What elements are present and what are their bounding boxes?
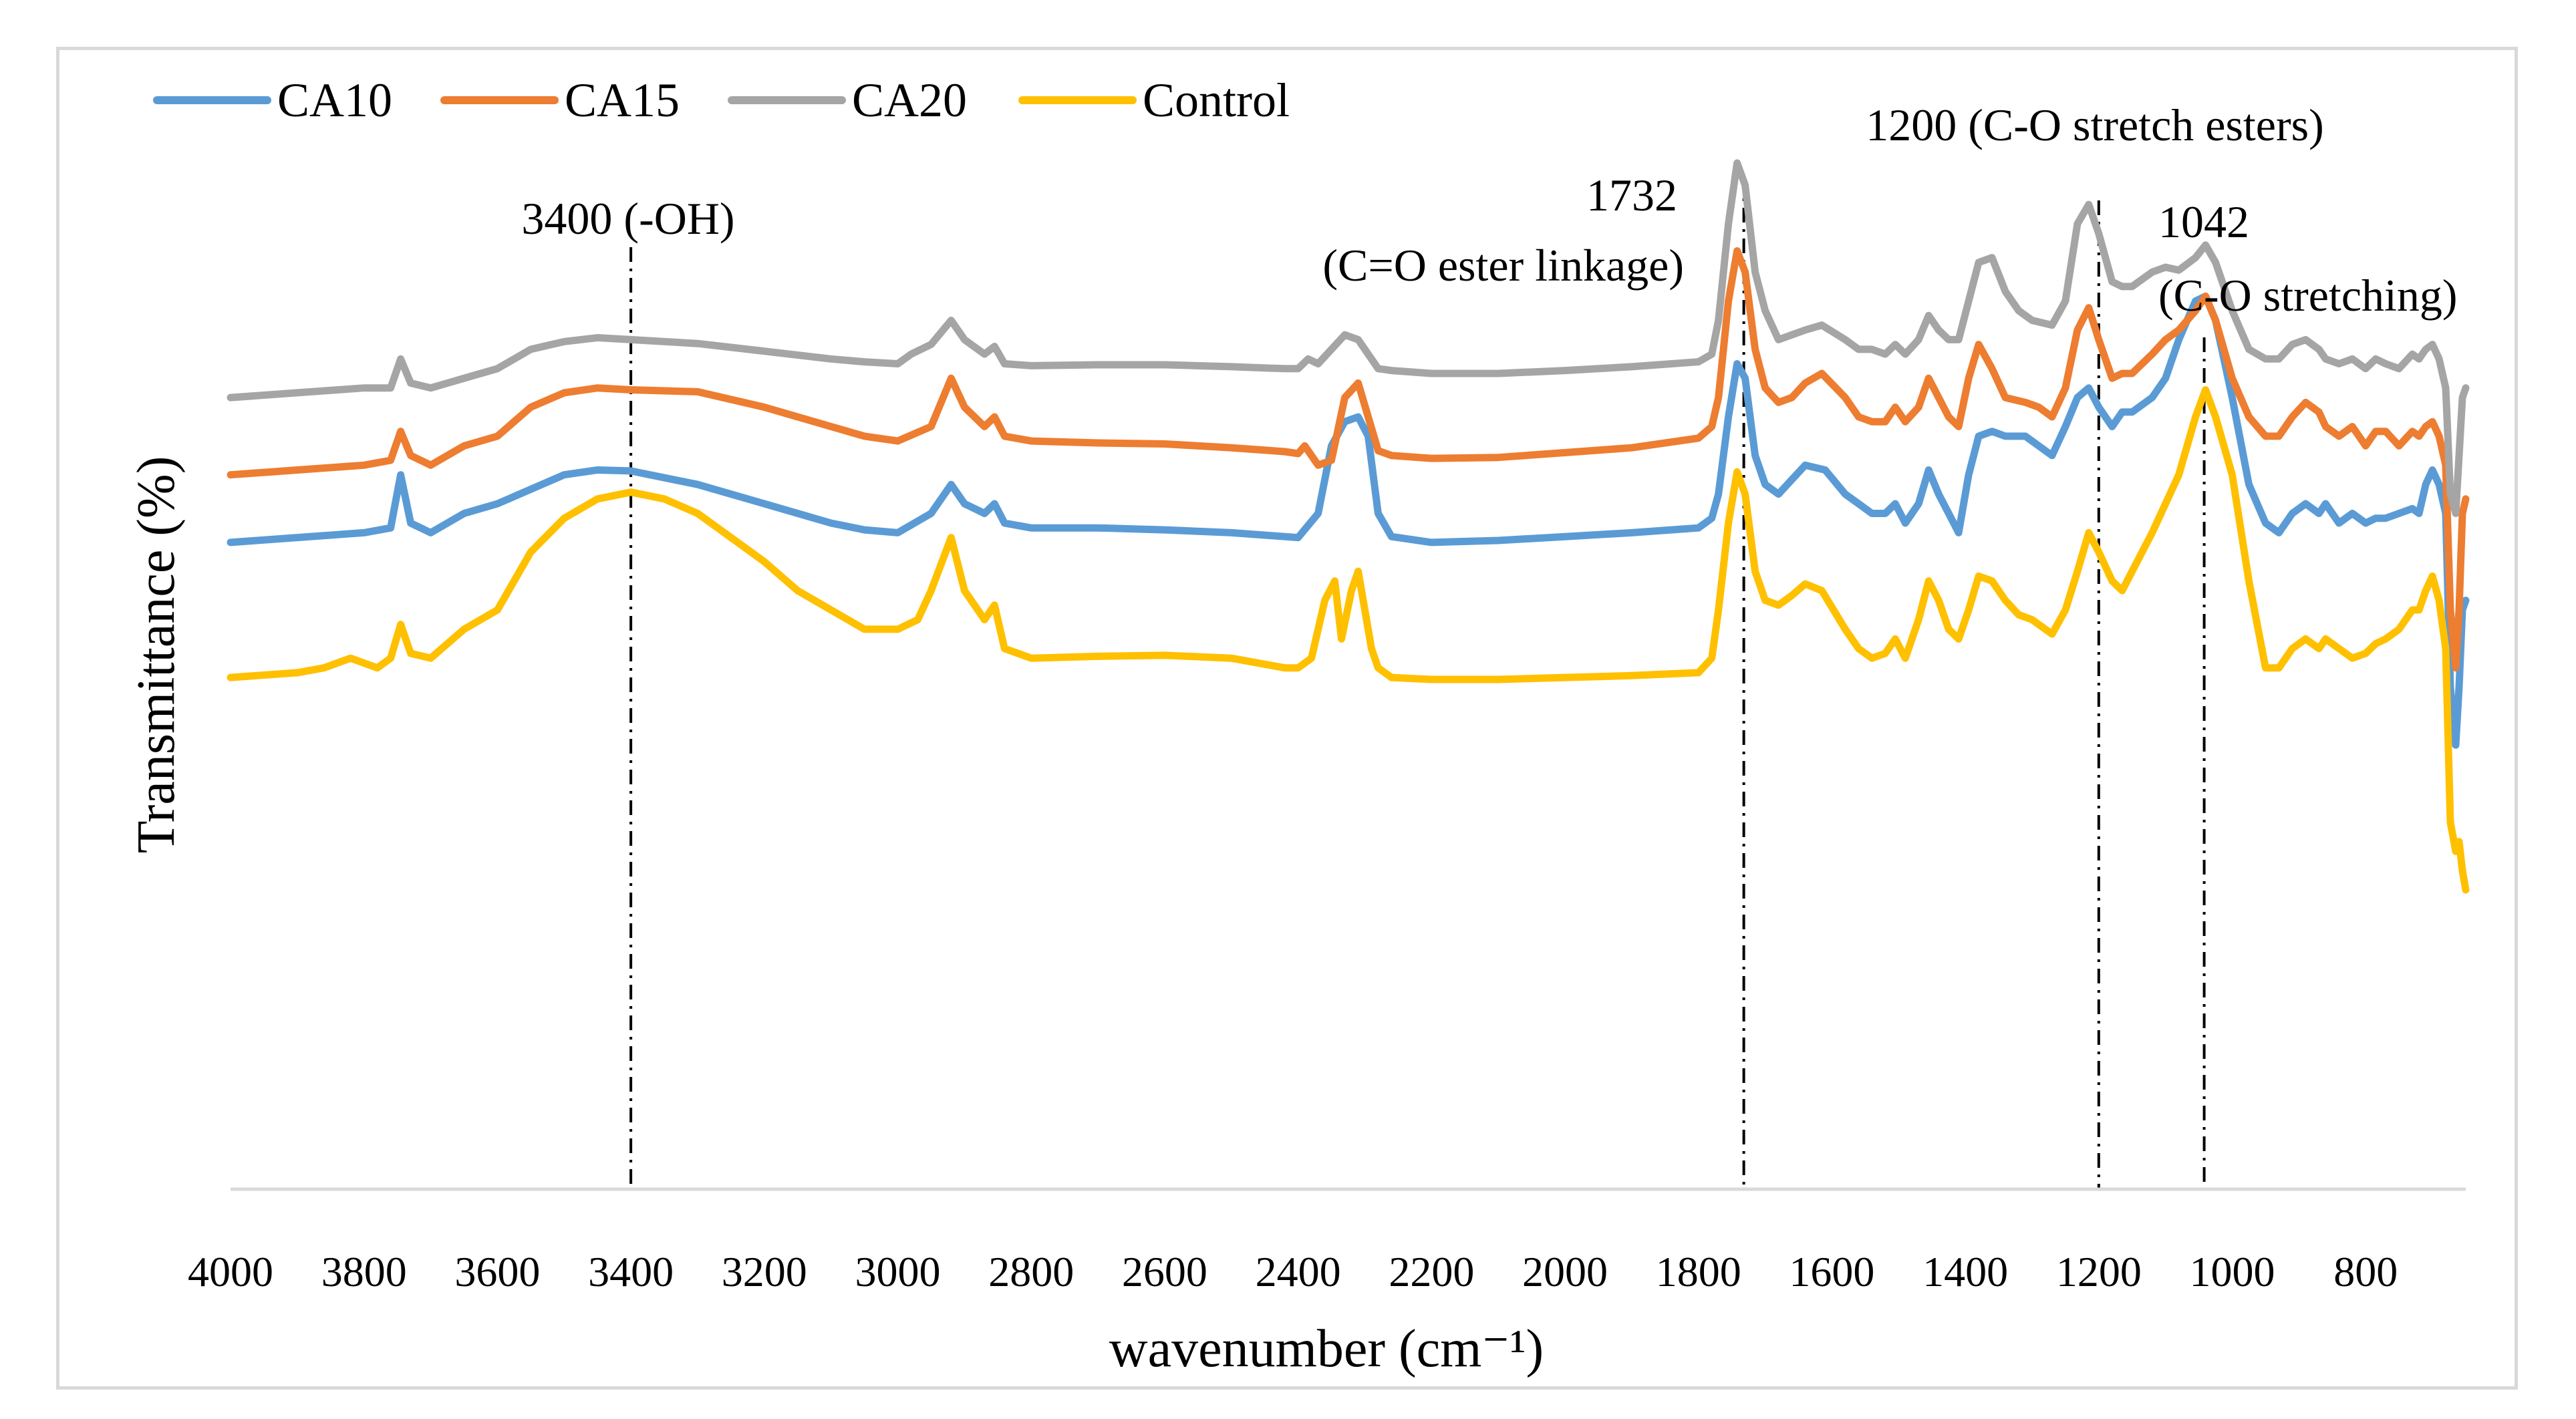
- x-tick-label: 2400: [1256, 1248, 1341, 1295]
- x-tick-label: 2600: [1122, 1248, 1207, 1295]
- legend-label: CA20: [852, 73, 967, 127]
- annotation-label: (C-O stretching): [2158, 270, 2458, 321]
- x-tick-label: 4000: [188, 1248, 273, 1295]
- x-tick-label: 1800: [1656, 1248, 1741, 1295]
- series-line-control: [227, 386, 2470, 894]
- legend-label: Control: [1143, 73, 1290, 127]
- series-line-ca15: [227, 247, 2470, 672]
- x-tick-label: 3000: [855, 1248, 941, 1295]
- x-tick-label: 3200: [722, 1248, 807, 1295]
- annotation-lines: [629, 177, 2206, 1189]
- x-tick-label: 2000: [1522, 1248, 1608, 1295]
- annotation-labels: 3400 (-OH) 1732 (C=O ester linkage) 1200 (C…: [521, 100, 2457, 321]
- x-tick-labels: 4000 3800 3600 3400 3200 3000 2800 2600 2400 2200…: [188, 1248, 2398, 1295]
- series-lines: [227, 159, 2470, 894]
- series-line-ca20: [227, 159, 2470, 517]
- legend-label: CA10: [277, 73, 392, 127]
- annotation-label: 1042: [2158, 196, 2249, 247]
- x-tick-label: 1200: [2056, 1248, 2142, 1295]
- annotation-label: 3400 (-OH): [521, 193, 734, 244]
- legend-label: CA15: [565, 73, 680, 127]
- x-tick-label: 2800: [988, 1248, 1074, 1295]
- annotation-label: 1200 (C-O stretch esters): [1866, 100, 2323, 150]
- x-tick-label: 1600: [1789, 1248, 1874, 1295]
- annotation-label: 1732: [1586, 170, 1677, 220]
- x-axis-title: wavenumber (cm⁻¹): [1109, 1319, 1544, 1378]
- x-tick-label: 3800: [321, 1248, 407, 1295]
- legend: CA10 CA15 CA20 Control: [153, 73, 1290, 127]
- x-tick-label: 3400: [588, 1248, 674, 1295]
- x-tick-label: 3600: [454, 1248, 540, 1295]
- x-tick-label: 1000: [2190, 1248, 2275, 1295]
- x-tick-label: 2200: [1389, 1248, 1474, 1295]
- y-axis-title: Transmittance (%): [127, 456, 186, 854]
- annotation-label: (C=O ester linkage): [1322, 240, 1684, 291]
- x-tick-label: 800: [2333, 1248, 2398, 1295]
- x-tick-label: 1400: [1922, 1248, 2008, 1295]
- series-line-ca10: [227, 292, 2470, 749]
